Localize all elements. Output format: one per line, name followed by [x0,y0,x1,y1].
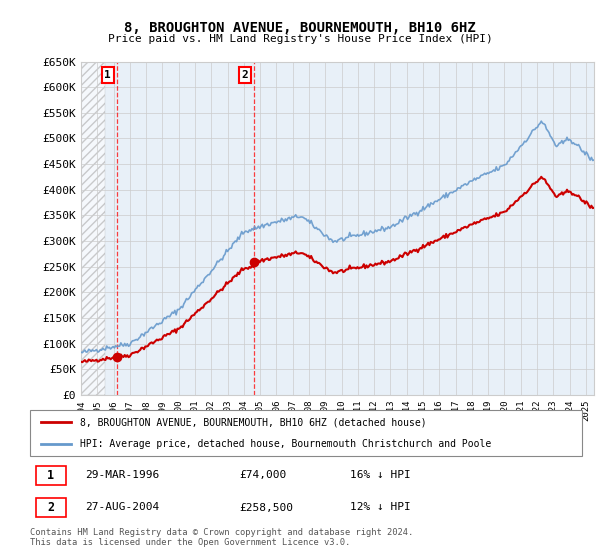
Text: 29-MAR-1996: 29-MAR-1996 [85,470,160,480]
Text: 12% ↓ HPI: 12% ↓ HPI [350,502,411,512]
Text: 2: 2 [241,70,248,80]
Text: 16% ↓ HPI: 16% ↓ HPI [350,470,411,480]
Text: 2: 2 [47,501,54,514]
Bar [35,466,66,485]
Text: 8, BROUGHTON AVENUE, BOURNEMOUTH, BH10 6HZ: 8, BROUGHTON AVENUE, BOURNEMOUTH, BH10 6… [124,21,476,35]
Text: 8, BROUGHTON AVENUE, BOURNEMOUTH, BH10 6HZ (detached house): 8, BROUGHTON AVENUE, BOURNEMOUTH, BH10 6… [80,417,427,427]
Bar [35,498,66,517]
Text: Contains HM Land Registry data © Crown copyright and database right 2024.
This d: Contains HM Land Registry data © Crown c… [30,528,413,547]
Text: HPI: Average price, detached house, Bournemouth Christchurch and Poole: HPI: Average price, detached house, Bour… [80,439,491,449]
Text: Price paid vs. HM Land Registry's House Price Index (HPI): Price paid vs. HM Land Registry's House … [107,34,493,44]
Text: £258,500: £258,500 [240,502,294,512]
Bar [81,62,106,395]
Text: £74,000: £74,000 [240,470,287,480]
Text: 27-AUG-2004: 27-AUG-2004 [85,502,160,512]
Text: 1: 1 [104,70,111,80]
Text: 1: 1 [47,469,54,482]
